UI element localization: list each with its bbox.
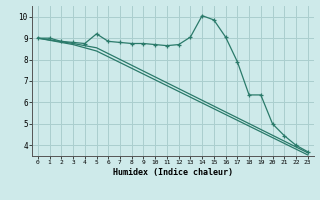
X-axis label: Humidex (Indice chaleur): Humidex (Indice chaleur)	[113, 168, 233, 177]
